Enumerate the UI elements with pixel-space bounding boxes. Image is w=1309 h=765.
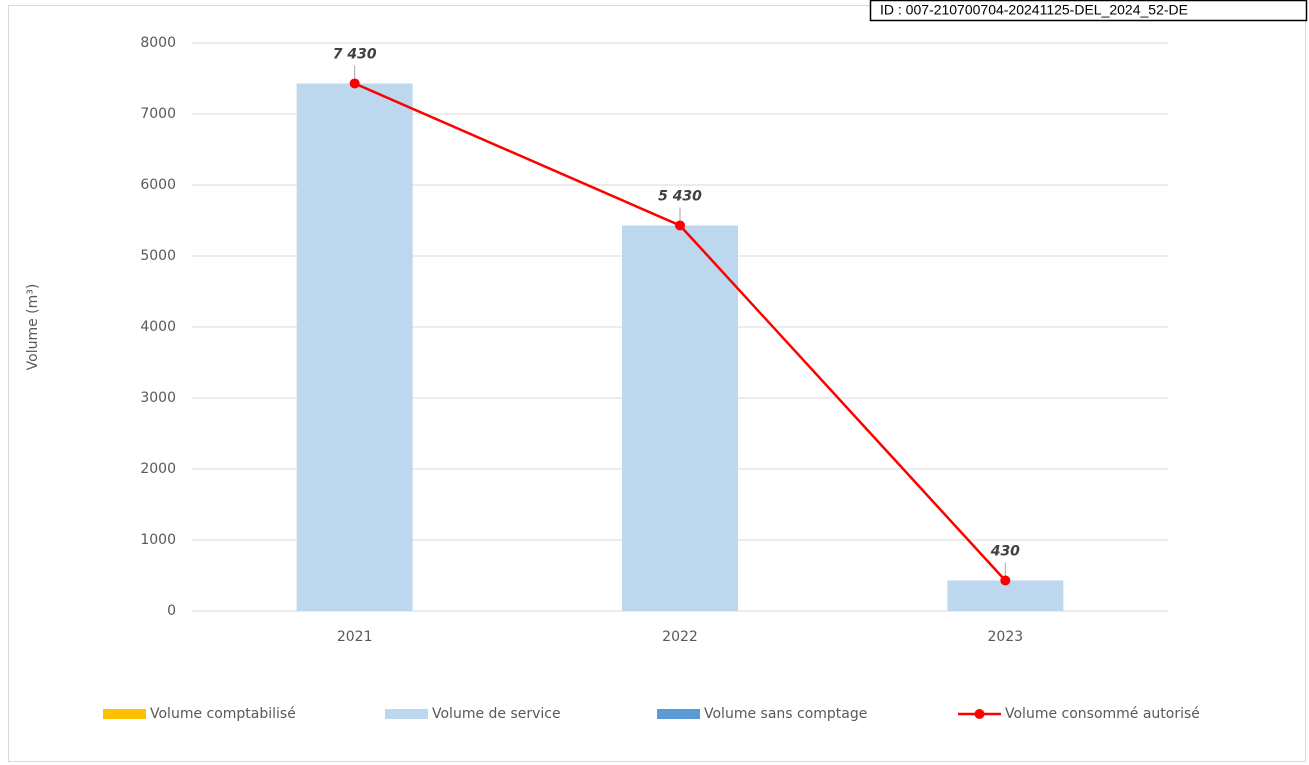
line-marker [675, 220, 685, 231]
y-tick-label: 6000 [140, 177, 176, 193]
legend-label: Volume consommé autorisé [1005, 706, 1200, 722]
x-tick-label: 2022 [662, 629, 698, 645]
bar [296, 83, 413, 612]
y-axis-label: Volume (m³) [25, 284, 41, 371]
legend-swatch [657, 709, 700, 719]
bar [622, 225, 738, 611]
legend-swatch [385, 709, 428, 719]
legend-swatch [974, 709, 985, 719]
id-stamp: ID : 007-210700704-20241125-DEL_2024_52-… [880, 2, 1188, 18]
data-label: 7 430 [333, 46, 377, 62]
y-tick-label: 0 [167, 603, 176, 619]
legend-swatch [103, 709, 146, 719]
y-tick-label: 2000 [140, 461, 176, 477]
bar [947, 580, 1064, 611]
x-tick-label: 2021 [337, 629, 373, 645]
id-box [869, 0, 1308, 22]
y-tick-label: 8000 [140, 35, 176, 51]
x-tick-label: 2023 [988, 629, 1024, 645]
y-tick-label: 5000 [140, 248, 176, 264]
y-tick-label: 7000 [140, 106, 176, 122]
legend-label: Volume comptabilisé [150, 706, 296, 722]
data-label: 430 [990, 543, 1020, 559]
y-tick-label: 4000 [140, 319, 176, 335]
legend-label: Volume de service [432, 706, 561, 722]
line-marker [349, 78, 360, 89]
data-label: 5 430 [658, 188, 702, 204]
y-tick-label: 1000 [140, 532, 176, 548]
line-marker [1000, 575, 1011, 586]
y-tick-label: 3000 [140, 390, 176, 406]
legend-label: Volume sans comptage [704, 706, 867, 722]
